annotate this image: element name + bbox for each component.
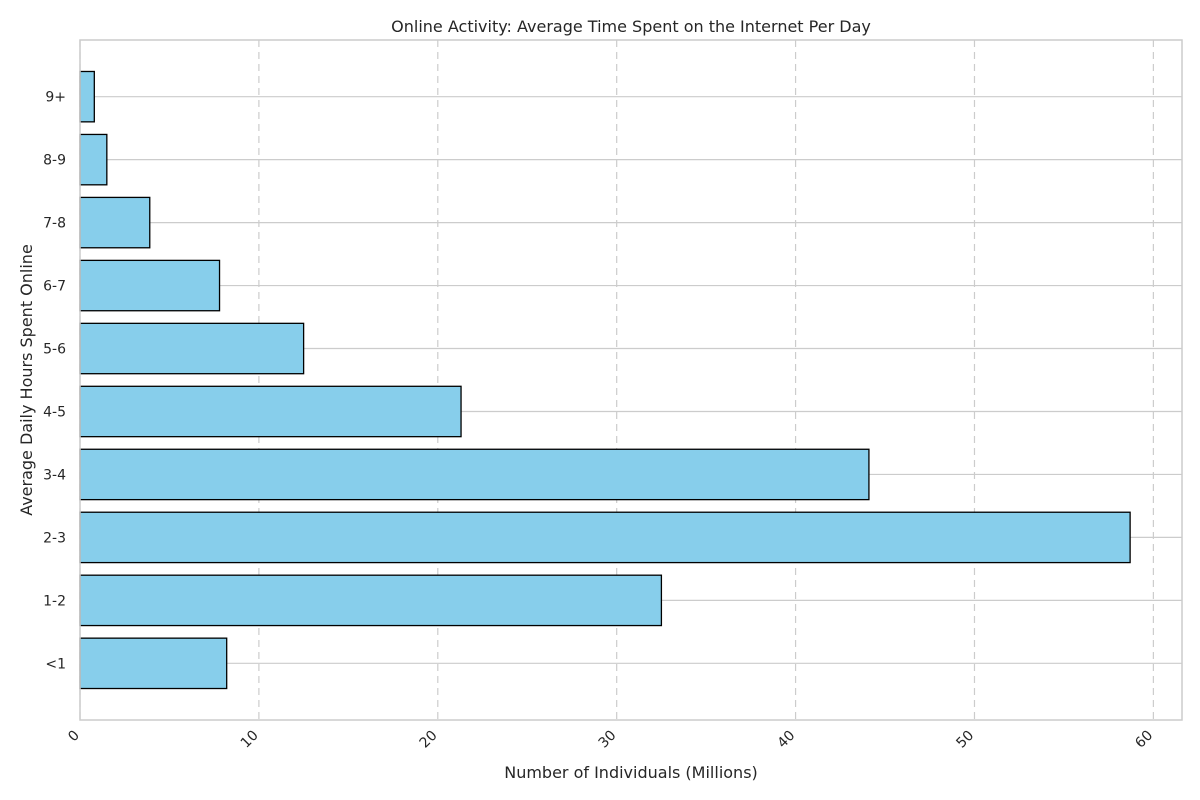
y-tick-label: 9+ [45,90,66,106]
x-axis-label: Number of Individuals (Millions) [504,763,758,782]
plot-frame [79,39,1183,721]
y-tick-label: <1 [45,656,66,672]
x-tick-label: 10 [238,728,262,752]
x-tick-label: 20 [417,728,441,752]
y-tick-label: 4-5 [43,404,66,420]
bar [79,133,108,186]
bar [79,637,228,690]
x-tick-label: 60 [1132,728,1156,752]
y-tick-label: 1-2 [43,593,66,609]
y-axis-label: Average Daily Hours Spent Online [17,244,36,516]
y-tick-label: 2-3 [43,530,66,546]
bar [79,385,462,438]
y-tick-label: 8-9 [43,153,66,169]
y-tick-label: 7-8 [43,216,66,232]
x-tick-labels: 0 10 20 30 40 50 60 [65,728,1156,752]
x-tick-label: 0 [65,728,83,746]
bar [79,259,221,312]
y-tick-label: 5-6 [43,342,66,358]
bar [79,448,870,501]
x-tick-label: 40 [774,728,798,752]
bar [79,196,151,249]
y-tick-label: 6-7 [43,279,66,295]
bars [79,70,1131,690]
bar [79,511,1131,564]
x-tick-label: 30 [596,728,620,752]
chart-title: Online Activity: Average Time Spent on t… [391,17,871,36]
bar [79,574,663,627]
y-tick-label: 3-4 [43,467,66,483]
bar [79,322,305,375]
x-tick-label: 50 [953,728,977,752]
bar [79,70,95,123]
y-tick-labels: <1 1-2 2-3 3-4 4-5 5-6 6-7 7-8 8-9 9+ [43,90,66,673]
